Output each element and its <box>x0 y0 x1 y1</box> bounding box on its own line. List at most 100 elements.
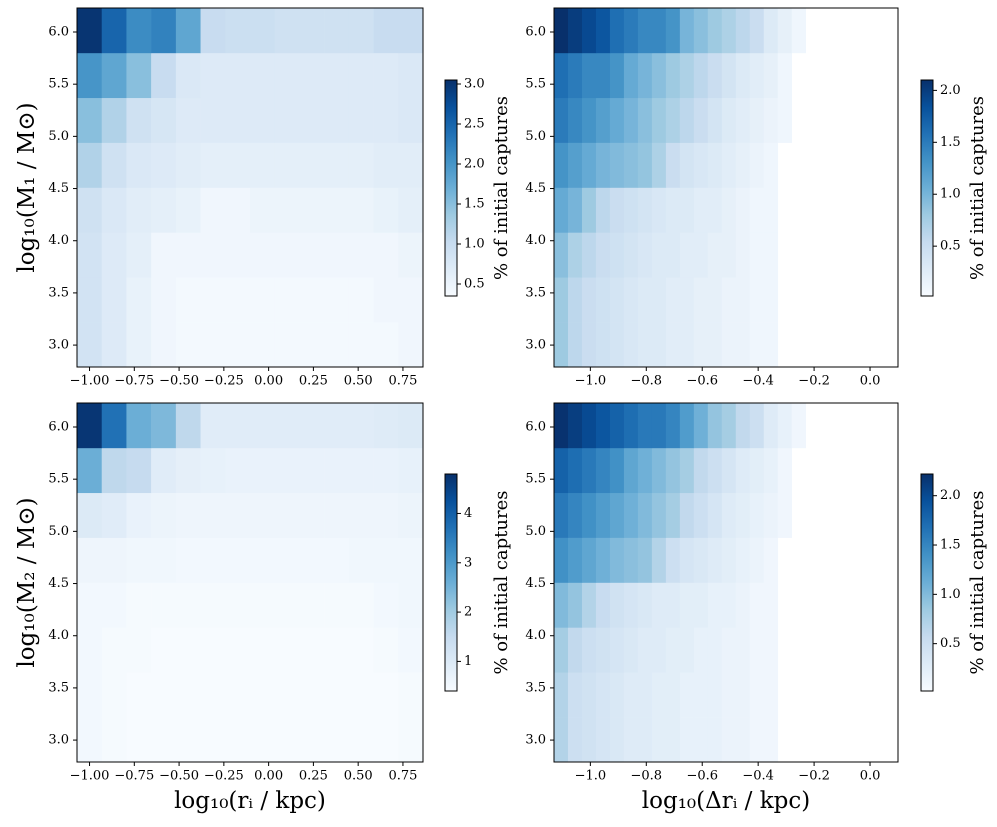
x-tick-label: 0.50 <box>344 769 373 784</box>
heat-cell <box>721 403 737 449</box>
heat-cell <box>200 492 226 538</box>
heat-cell <box>200 277 226 323</box>
heat-cell <box>554 627 569 673</box>
heat-cell <box>324 672 350 718</box>
heat-cell <box>679 232 695 278</box>
heat-cell <box>777 403 793 449</box>
heat-cell <box>567 447 583 494</box>
heat-cell <box>373 537 399 583</box>
heat-cell <box>707 537 723 583</box>
heat-cell <box>763 322 779 368</box>
heat-cell <box>581 142 597 188</box>
heat-cell <box>623 717 639 763</box>
heat-cell <box>567 627 583 673</box>
heat-cell <box>299 142 325 188</box>
heat-cell <box>707 582 723 628</box>
y-tick-label: 3.5 <box>525 680 546 695</box>
heat-cell <box>200 97 226 143</box>
heat-cell <box>595 232 611 278</box>
heat-cell <box>651 277 667 323</box>
heat-cell <box>651 672 667 718</box>
heat-cell <box>225 672 251 718</box>
heat-cell <box>707 672 723 718</box>
colorbar-tick-label: 1.0 <box>940 187 961 202</box>
heat-cell <box>679 537 695 583</box>
heat-cell <box>101 8 127 54</box>
heat-cell <box>274 8 300 54</box>
heat-cell <box>151 8 177 54</box>
heat-cell <box>348 717 374 763</box>
colorbar-tick-label: 2.0 <box>940 488 961 503</box>
colorbar-tick-label: 2 <box>464 605 472 620</box>
heat-cell <box>749 582 765 628</box>
heat-cell <box>567 672 583 718</box>
heat-cell <box>763 492 779 538</box>
heat-cell <box>77 97 103 143</box>
heat-cell <box>735 8 751 54</box>
heat-cell <box>200 8 226 54</box>
heat-cell <box>609 52 625 99</box>
heat-cell <box>763 8 779 54</box>
heat-cell <box>665 582 681 628</box>
heat-cell <box>679 447 695 494</box>
x-tick-label: −0.4 <box>742 769 774 784</box>
heat-cell <box>299 672 325 718</box>
heat-cell <box>200 627 226 673</box>
heat-cell <box>735 187 751 233</box>
colorbar-tick-label: 3.0 <box>464 77 485 92</box>
heat-cell <box>101 97 127 143</box>
heat-cell <box>175 187 201 233</box>
heat-cell <box>637 403 653 449</box>
heat-cell <box>595 322 611 368</box>
heat-cell <box>623 582 639 628</box>
heat-cell <box>763 232 779 278</box>
heat-cell <box>77 582 103 628</box>
heat-cell <box>554 537 569 583</box>
heat-cell <box>595 277 611 323</box>
heat-cell <box>175 717 201 763</box>
heat-cell <box>126 672 152 718</box>
heat-cell <box>749 232 765 278</box>
heat-cell <box>151 403 177 449</box>
heat-cell <box>77 52 103 99</box>
heat-cell <box>126 492 152 538</box>
heat-cell <box>637 492 653 538</box>
colorbar-label: % of initial captures <box>967 490 988 674</box>
heat-cell <box>299 717 325 763</box>
heat-cell <box>651 447 667 494</box>
heat-cell <box>623 492 639 538</box>
heat-cell <box>77 627 103 673</box>
heat-cell <box>721 537 737 583</box>
heat-cell <box>651 537 667 583</box>
heat-cell <box>324 582 350 628</box>
heat-cell <box>151 97 177 143</box>
heat-cell <box>777 8 793 54</box>
heat-cell <box>749 277 765 323</box>
x-tick-label: −0.8 <box>631 374 663 389</box>
heat-cell <box>609 277 625 323</box>
heat-cell <box>554 232 569 278</box>
heat-cell <box>250 277 276 323</box>
heat-cell <box>707 187 723 233</box>
colorbar-tick-label: 3 <box>464 555 472 570</box>
colorbar <box>444 473 458 692</box>
heat-cell <box>595 447 611 494</box>
heat-cell <box>77 277 103 323</box>
heat-cell <box>749 52 765 99</box>
heat-cell <box>721 322 737 368</box>
heat-cell <box>595 8 611 54</box>
heat-cell <box>126 277 152 323</box>
heat-cell <box>324 97 350 143</box>
y-axis-label: log₁₀(M₁ / M⊙) <box>14 102 40 272</box>
colorbar-label: % of initial captures <box>967 96 988 280</box>
heat-cell <box>348 277 374 323</box>
heat-cell <box>581 582 597 628</box>
heat-cell <box>77 492 103 538</box>
heat-cell <box>637 97 653 143</box>
x-tick-label: 0.0 <box>860 769 881 784</box>
heat-cell <box>77 142 103 188</box>
heat-cell <box>665 52 681 99</box>
heat-cell <box>101 672 127 718</box>
heat-cell <box>609 187 625 233</box>
heat-cell <box>274 142 300 188</box>
